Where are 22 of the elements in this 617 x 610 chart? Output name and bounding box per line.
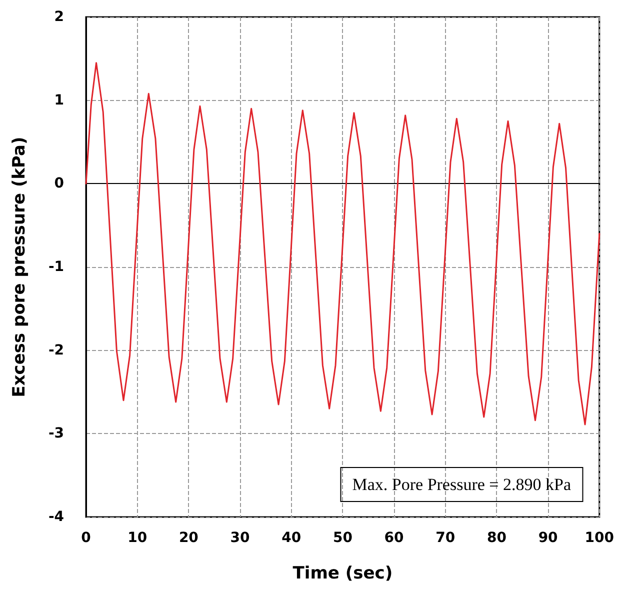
x-tick-label: 0 (81, 530, 92, 546)
y-tick-label: -3 (48, 426, 64, 442)
x-tick-label: 10 (128, 530, 148, 546)
x-axis-title: Time (sec) (292, 564, 393, 584)
annotation: Max. Pore Pressure = 2.890 kPa (352, 475, 572, 494)
x-tick-label: 50 (332, 530, 353, 546)
line-series (85, 62, 600, 426)
x-tick-label: 60 (384, 530, 404, 546)
x-tick-label: 80 (486, 530, 507, 546)
y-tick-label: 1 (54, 92, 64, 108)
x-tick-label: 40 (282, 530, 302, 546)
x-tick-label: 90 (538, 530, 558, 546)
y-axis-title: Excess pore pressure (kPa) (10, 136, 30, 398)
x-tick-label: 100 (584, 530, 614, 546)
y-tick-label: -4 (48, 509, 64, 525)
y-tick-label: 0 (54, 176, 64, 192)
x-tick-label: 30 (230, 530, 250, 546)
y-tick-label: -2 (48, 342, 64, 358)
x-tick-label: 20 (178, 530, 199, 546)
y-tick-label: -1 (48, 259, 64, 275)
y-tick-label: 2 (54, 9, 64, 25)
x-tick-label: 70 (436, 530, 456, 546)
